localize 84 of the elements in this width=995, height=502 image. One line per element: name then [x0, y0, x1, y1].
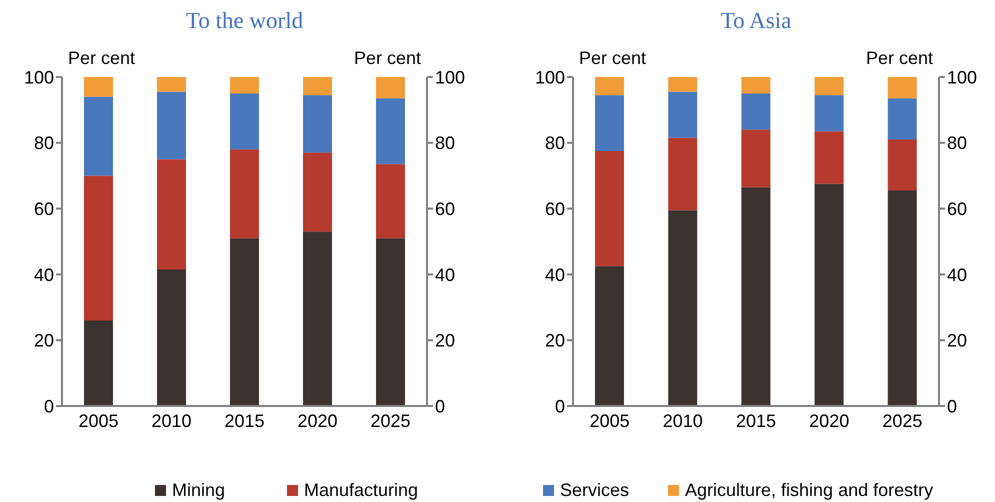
- y2-axis-title: Per cent: [866, 48, 933, 69]
- legend-label: Mining: [172, 480, 226, 501]
- y-tick-label: 60: [34, 198, 54, 219]
- bar: [741, 130, 770, 188]
- x-tick-label: 2020: [297, 410, 338, 431]
- x-tick-label: 2020: [809, 410, 850, 431]
- chart-title: To the world: [184, 8, 304, 34]
- x-tick-label: 2015: [224, 410, 265, 431]
- bar: [595, 151, 624, 266]
- bar: [157, 159, 186, 270]
- y-axis-title: Per cent: [579, 48, 646, 69]
- bar: [741, 77, 770, 94]
- y2-tick-label: 80: [435, 133, 456, 154]
- bar: [668, 210, 698, 406]
- bar: [741, 187, 770, 406]
- y-tick-label: 40: [544, 264, 565, 285]
- y-tick-label: 0: [554, 396, 565, 416]
- y-tick-label: 100: [24, 67, 54, 88]
- bar: [814, 131, 844, 184]
- x-tick-label: 2010: [662, 410, 703, 431]
- bar: [668, 77, 698, 92]
- y2-tick-label: 20: [435, 330, 456, 351]
- bar: [595, 95, 624, 152]
- bar: [84, 96, 113, 176]
- bar: [84, 77, 113, 97]
- y-tick-label: 0: [44, 396, 54, 416]
- bar: [376, 77, 405, 98]
- bar: [595, 266, 624, 406]
- bar: [668, 92, 698, 138]
- x-tick-label: 2010: [151, 410, 192, 431]
- y2-tick-label: 40: [947, 264, 968, 285]
- y2-tick-label: 60: [947, 198, 968, 219]
- y2-tick-label: 40: [435, 264, 456, 285]
- bar: [888, 190, 917, 406]
- bar: [814, 77, 844, 96]
- bar: [888, 77, 917, 98]
- y2-tick-label: 100: [435, 67, 466, 88]
- bar: [376, 98, 405, 164]
- bar: [230, 149, 259, 238]
- y2-tick-label: 100: [947, 67, 978, 88]
- bar: [157, 92, 186, 160]
- y2-tick-label: 0: [435, 396, 446, 416]
- bar: [230, 238, 259, 406]
- bar: [303, 232, 332, 406]
- x-tick-label: 2005: [590, 410, 630, 431]
- legend-label: Services: [560, 480, 630, 501]
- x-tick-label: 2025: [882, 410, 922, 431]
- y-tick-label: 80: [544, 133, 565, 154]
- bar: [230, 77, 259, 94]
- y-tick-label: 100: [534, 67, 565, 88]
- bar: [376, 164, 405, 238]
- x-tick-label: 2015: [736, 410, 776, 431]
- x-tick-label: 2005: [78, 410, 119, 431]
- y-tick-label: 20: [544, 330, 565, 351]
- bar: [376, 238, 405, 406]
- bar: [668, 138, 698, 210]
- y2-tick-label: 60: [435, 198, 456, 219]
- y2-tick-label: 0: [947, 396, 958, 416]
- bar: [303, 77, 332, 96]
- bar: [814, 184, 844, 406]
- bar: [157, 269, 186, 406]
- y-tick-label: 20: [34, 330, 54, 351]
- bar: [230, 93, 259, 150]
- y2-tick-label: 20: [947, 330, 968, 351]
- y-tick-label: 60: [544, 198, 565, 219]
- bar: [888, 98, 917, 140]
- bar: [84, 320, 113, 406]
- legend-label: Agriculture, fishing and forestry: [685, 480, 934, 501]
- bar: [595, 77, 624, 96]
- y2-tick-label: 80: [947, 133, 968, 154]
- bar: [888, 140, 917, 191]
- bar: [303, 95, 332, 153]
- y-axis-title: Per cent: [68, 48, 136, 69]
- bar: [741, 93, 770, 130]
- legend-label: Manufacturing: [304, 480, 418, 501]
- bar: [84, 176, 113, 320]
- bar: [157, 77, 186, 92]
- y-tick-label: 80: [34, 133, 54, 154]
- chart-title: To Asia: [720, 8, 792, 34]
- bar: [303, 152, 332, 232]
- x-tick-label: 2025: [370, 410, 411, 431]
- y2-axis-title: Per cent: [354, 48, 421, 69]
- bar: [814, 95, 844, 132]
- y-tick-label: 40: [34, 264, 54, 285]
